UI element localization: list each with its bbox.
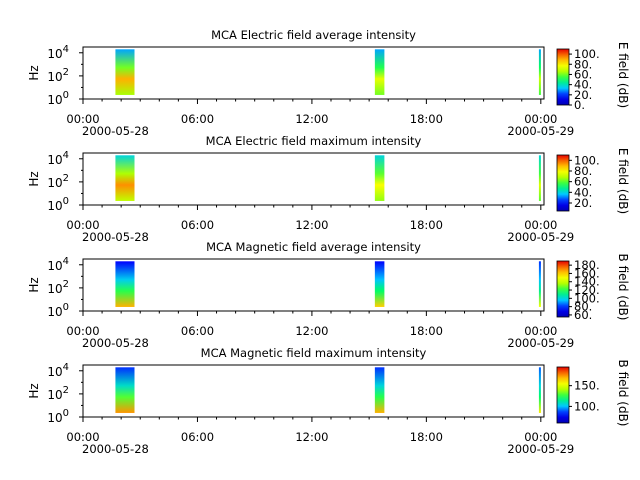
colorbar-tick-label: 60.	[574, 308, 592, 322]
colorbar-label: B field (dB)	[616, 254, 630, 321]
plot-frame	[82, 46, 545, 100]
x-date-label: 2000-05-28	[82, 442, 149, 456]
y-tick-label: 104	[47, 362, 69, 379]
panel-title: MCA Magnetic field average intensity	[206, 240, 421, 254]
y-tick-label: 102	[47, 173, 69, 190]
x-tick-label: 00:00	[524, 430, 557, 444]
colorbar-tick-label: 80.	[574, 164, 592, 178]
spectrogram-segment	[115, 49, 135, 95]
spectrogram-segment	[538, 49, 541, 95]
x-date-label: 2000-05-28	[82, 336, 149, 350]
x-tick-label: 18:00	[410, 430, 443, 444]
colorbar-tick-label: 60.	[574, 175, 592, 189]
plot-frame	[82, 364, 545, 418]
y-axis-label: Hz	[27, 383, 41, 398]
panel-4: MCA Magnetic field maximum intensity 100 1…	[27, 346, 630, 456]
y-axis-label: Hz	[27, 277, 41, 292]
colorbar-tick-label: 40.	[574, 78, 592, 92]
colorbar-tick-label: 80.	[574, 300, 592, 314]
x-tick-label: 12:00	[295, 324, 328, 338]
x-tick-label: 00:00	[66, 430, 99, 444]
x-date-label: 2000-05-29	[507, 442, 574, 456]
panel-2: MCA Electric field maximum intensity 100 1…	[27, 134, 630, 244]
spectrogram-segment	[115, 367, 135, 413]
colorbar-tick-label: 100.	[574, 291, 600, 305]
colorbar	[556, 366, 570, 424]
panel-title: MCA Electric field average intensity	[211, 28, 416, 42]
colorbar	[556, 154, 570, 212]
x-tick-label: 12:00	[295, 112, 328, 126]
colorbar-tick-label: 60.	[574, 67, 592, 81]
x-tick-label: 06:00	[181, 112, 214, 126]
x-tick-label: 00:00	[524, 218, 557, 232]
colorbar-tick-label: 20.	[574, 88, 592, 102]
spectrogram-segment	[374, 261, 385, 307]
x-date-label: 2000-05-29	[507, 124, 574, 138]
y-tick-label: 104	[47, 150, 69, 167]
spectrogram-segment	[538, 261, 541, 307]
x-tick-label: 06:00	[181, 218, 214, 232]
colorbar-label: E field (dB)	[616, 42, 630, 108]
panel-3: MCA Magnetic field average intensity 100 1…	[27, 240, 630, 350]
spectrogram-segment	[374, 367, 385, 413]
x-tick-label: 06:00	[181, 324, 214, 338]
y-axis-label: Hz	[27, 65, 41, 80]
y-tick-label: 104	[47, 44, 69, 61]
x-tick-label: 12:00	[295, 218, 328, 232]
colorbar-label: E field (dB)	[616, 148, 630, 214]
colorbar-tick-label: 20.	[574, 196, 592, 210]
colorbar-tick-label: 0.	[574, 98, 585, 112]
spectrogram-segment	[115, 155, 135, 201]
x-tick-label: 06:00	[181, 430, 214, 444]
panel-title: MCA Electric field maximum intensity	[206, 134, 422, 148]
x-tick-label: 00:00	[66, 324, 99, 338]
colorbar-label: B field (dB)	[616, 360, 630, 427]
colorbar-tick-label: 100.	[574, 47, 600, 61]
plot-frame	[82, 258, 545, 312]
colorbar-tick-label: 40.	[574, 185, 592, 199]
colorbar-tick-label: 120.	[574, 283, 600, 297]
x-date-label: 2000-05-29	[507, 336, 574, 350]
spectrogram-segment	[538, 367, 541, 413]
x-date-label: 2000-05-28	[82, 230, 149, 244]
y-tick-label: 100	[47, 408, 69, 425]
x-tick-label: 18:00	[410, 218, 443, 232]
spectrogram-segment	[115, 261, 135, 307]
spectrogram-segment	[374, 49, 385, 95]
colorbar-tick-label: 80.	[574, 57, 592, 71]
x-tick-label: 00:00	[66, 218, 99, 232]
colorbar-tick-label: 180.	[574, 258, 600, 272]
plot-frame	[82, 152, 545, 206]
y-tick-label: 100	[47, 90, 69, 107]
colorbar	[556, 48, 570, 106]
colorbar-tick-label: 150.	[574, 379, 600, 393]
y-tick-label: 104	[47, 256, 69, 273]
x-tick-label: 18:00	[410, 324, 443, 338]
x-date-label: 2000-05-28	[82, 124, 149, 138]
y-tick-label: 102	[47, 67, 69, 84]
y-axis-label: Hz	[27, 171, 41, 186]
y-tick-label: 100	[47, 196, 69, 213]
colorbar-tick-label: 160.	[574, 266, 600, 280]
colorbar-tick-label: 100.	[574, 399, 600, 413]
x-date-label: 2000-05-29	[507, 230, 574, 244]
panel-1: MCA Electric field average intensity 100 1…	[27, 28, 630, 138]
x-tick-label: 00:00	[524, 324, 557, 338]
spectrogram-segment	[374, 155, 385, 201]
y-tick-label: 100	[47, 302, 69, 319]
x-tick-label: 00:00	[524, 112, 557, 126]
y-tick-label: 102	[47, 279, 69, 296]
spectrogram-segment	[538, 155, 541, 201]
panel-title: MCA Magnetic field maximum intensity	[201, 346, 427, 360]
x-tick-label: 12:00	[295, 430, 328, 444]
x-tick-label: 00:00	[66, 112, 99, 126]
colorbar-tick-label: 100.	[574, 153, 600, 167]
colorbar	[556, 260, 570, 318]
y-tick-label: 102	[47, 385, 69, 402]
x-tick-label: 18:00	[410, 112, 443, 126]
colorbar-tick-label: 140.	[574, 275, 600, 289]
